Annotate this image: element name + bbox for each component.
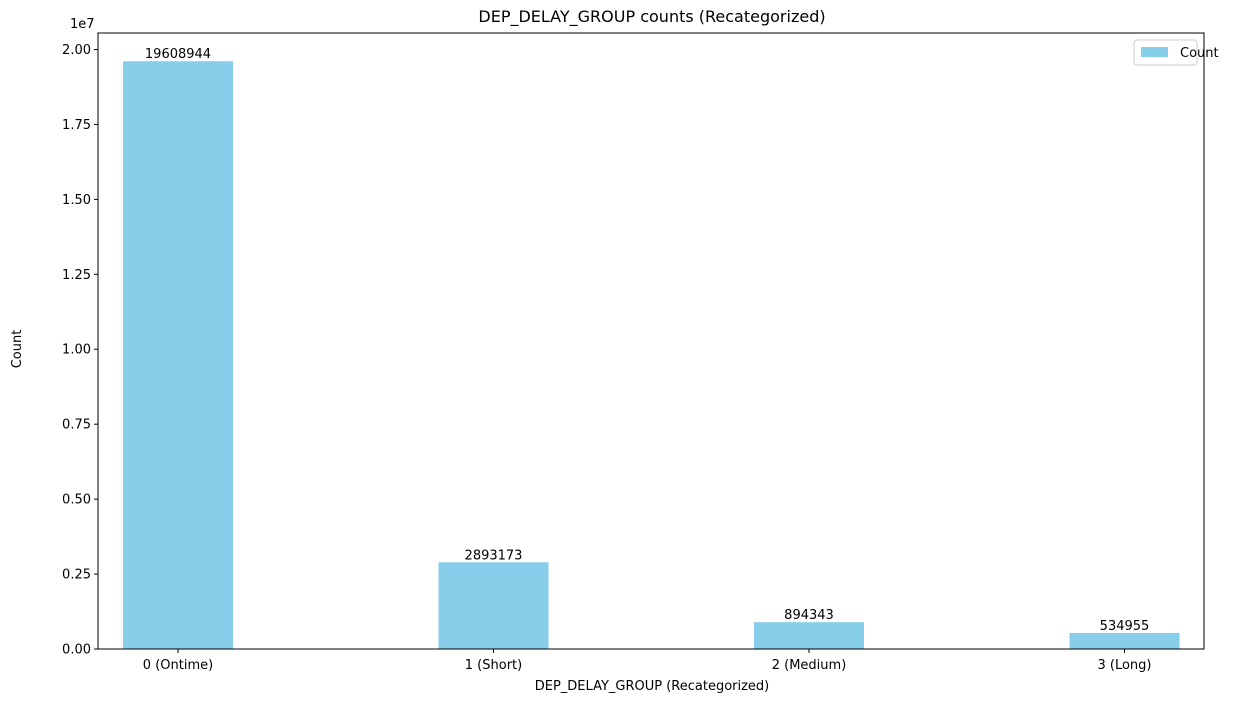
y-tick-label-7: 1.75 [62, 118, 91, 133]
bar-value-label-3: 534955 [1100, 619, 1150, 634]
y-tick-label-1: 0.25 [62, 568, 91, 583]
x-axis-label: DEP_DELAY_GROUP (Recategorized) [535, 679, 770, 694]
y-axis: 0.00 0.25 0.50 0.75 1.00 1.25 1.50 1.75 2.00 [62, 43, 98, 658]
bar-3 [1069, 632, 1180, 649]
bar-labels-group: 19608944 2893173 894343 534955 [145, 47, 1149, 634]
y-axis-offset-label: 1e7 [70, 17, 95, 32]
y-tick-label-3: 0.75 [62, 418, 91, 433]
y-tick-label-8: 2.00 [62, 43, 91, 58]
x-tick-label-1: 1 (Short) [465, 658, 522, 673]
chart-title: DEP_DELAY_GROUP counts (Recategorized) [478, 7, 825, 27]
bars-group [123, 61, 1180, 649]
legend-label: Count [1180, 46, 1219, 61]
bar-0 [123, 61, 233, 649]
y-tick-label-0: 0.00 [62, 643, 91, 658]
y-tick-label-5: 1.25 [62, 268, 91, 283]
x-axis: 0 (Ontime) 1 (Short) 2 (Medium) 3 (Long) [143, 649, 1152, 673]
y-tick-label-6: 1.50 [62, 193, 91, 208]
bar-2 [754, 622, 864, 649]
plot-frame [97, 32, 1205, 650]
x-tick-label-0: 0 (Ontime) [143, 658, 213, 673]
legend: Count [1133, 39, 1219, 66]
bar-value-label-0: 19608944 [145, 47, 211, 62]
bar-value-label-1: 2893173 [465, 548, 523, 563]
y-tick-label-2: 0.50 [62, 493, 91, 508]
legend-swatch [1141, 47, 1168, 57]
x-tick-label-3: 3 (Long) [1097, 658, 1151, 673]
y-tick-label-4: 1.00 [62, 343, 91, 358]
bar-value-label-2: 894343 [784, 608, 834, 623]
y-axis-label: Count [10, 330, 25, 369]
x-tick-label-2: 2 (Medium) [772, 658, 847, 673]
bar-1 [438, 562, 549, 649]
